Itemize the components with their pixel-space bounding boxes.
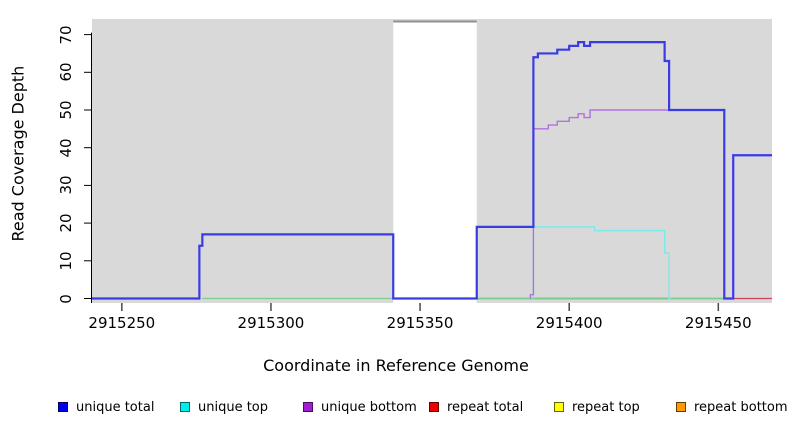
legend-label: repeat top (572, 399, 640, 415)
legend-swatch-icon (676, 402, 686, 412)
legend-swatch-icon (180, 402, 190, 412)
series-line-unique-total (92, 41, 772, 300)
legend-swatch-icon (554, 402, 564, 412)
legend-swatch-icon (429, 402, 439, 412)
legend-item-unique-bottom: unique bottom (303, 398, 417, 416)
legend-item-unique-total: unique total (58, 398, 154, 416)
legend-label: unique total (76, 399, 155, 415)
y-tick-label: 40 (57, 138, 75, 158)
legend-label: unique bottom (321, 399, 417, 415)
legend-item-repeat-bottom: repeat bottom (676, 398, 788, 416)
x-tick-label: 2915450 (684, 314, 752, 332)
legend-label: repeat total (447, 399, 524, 415)
y-tick-label: 20 (57, 213, 75, 233)
legend-label: repeat bottom (694, 399, 788, 415)
legend-item-unique-top: unique top (180, 398, 268, 416)
y-tick-label: 0 (57, 293, 75, 304)
y-tick-label: 50 (57, 100, 75, 120)
x-tick-label: 2915400 (535, 314, 603, 332)
y-tick-label: 10 (57, 251, 75, 271)
x-tick-label: 2915300 (237, 314, 305, 332)
legend-swatch-icon (58, 402, 68, 412)
masked-region (393, 22, 477, 303)
legend-item-repeat-top: repeat top (554, 398, 640, 416)
legend-swatch-icon (303, 402, 313, 412)
x-axis-title: Coordinate in Reference Genome (263, 356, 529, 375)
legend-label: unique top (198, 399, 269, 415)
y-axis-title: Read Coverage Depth (8, 65, 28, 242)
series-line-unique-top (532, 226, 671, 300)
x-tick-label: 2915250 (88, 314, 156, 332)
legend-item-repeat-total: repeat total (429, 398, 523, 416)
x-tick-label: 2915350 (386, 314, 454, 332)
y-tick-label: 70 (57, 25, 75, 45)
